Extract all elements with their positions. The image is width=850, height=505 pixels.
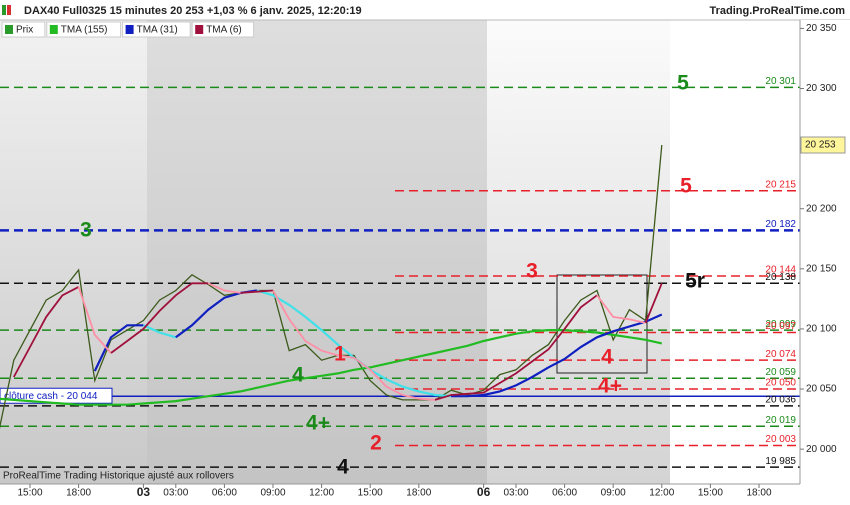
legend-box — [122, 21, 191, 38]
series-line — [110, 282, 209, 354]
x-tick-label: 03:00 — [163, 488, 188, 499]
annotation: 5 — [677, 72, 689, 95]
legend-swatch — [125, 25, 134, 34]
x-tick-label: 15:00 — [17, 488, 42, 499]
y-tick-label: 20 050 — [806, 384, 837, 395]
legend-label: TMA (31) — [137, 25, 178, 36]
x-day-label: 03 — [137, 485, 151, 499]
header-site: Trading.ProRealTime.com — [709, 5, 845, 17]
plot-background — [0, 20, 800, 484]
y-tick-label: 20 350 — [806, 23, 837, 34]
level-label: 20 059 — [765, 367, 796, 378]
annotation: 4 — [292, 364, 304, 387]
series-line — [272, 290, 436, 401]
legend-box — [46, 21, 122, 38]
series-line — [93, 324, 144, 372]
series-line — [0, 329, 663, 406]
x-tick-label: 15:00 — [698, 488, 723, 499]
series-line — [142, 324, 177, 339]
legend-swatch — [5, 25, 13, 34]
x-tick-label: 09:00 — [601, 488, 626, 499]
annotation: 1 — [334, 343, 346, 366]
annotation: 5r — [685, 270, 705, 293]
level-label: 19 985 — [765, 456, 796, 467]
annotation: 4+ — [598, 375, 622, 398]
legend-swatch — [49, 25, 58, 34]
series-line — [644, 282, 663, 324]
level-label: 20 138 — [765, 272, 796, 283]
level-label: clôture cash - 20 044 — [4, 391, 98, 402]
y-tick-label: 20 100 — [806, 324, 837, 335]
level-label: 20 036 — [765, 395, 796, 406]
series-line — [240, 289, 274, 294]
x-tick-label: 18:00 — [746, 488, 771, 499]
header-bar — [0, 0, 850, 20]
x-tick-label: 18:00 — [406, 488, 431, 499]
logo-bar — [7, 5, 11, 15]
legend-label: TMA (6) — [206, 25, 242, 36]
series-line — [596, 294, 646, 324]
series-line — [0, 144, 663, 429]
series-line — [434, 294, 598, 401]
x-tick-label: 06:00 — [212, 488, 237, 499]
series-line — [207, 282, 241, 294]
footer-note: ProRealTime Trading Historique ajusté au… — [3, 471, 234, 482]
y-tick-label: 20 200 — [806, 203, 837, 214]
last-price-label: 20 253 — [805, 140, 836, 151]
series-line — [13, 286, 80, 378]
x-day-label: 06 — [477, 485, 491, 499]
x-tick-label: 18:00 — [66, 488, 91, 499]
level-label: 20 050 — [765, 378, 796, 389]
level-label: 20 215 — [765, 179, 796, 190]
legend-swatch — [195, 25, 204, 34]
zone-box — [556, 274, 648, 374]
legend-box — [191, 21, 255, 38]
x-tick-label: 06:00 — [552, 488, 577, 499]
level-label: 20 074 — [765, 349, 796, 360]
level-label: 20 003 — [765, 434, 796, 445]
y-axis-area — [800, 20, 850, 500]
last-price-box — [800, 136, 846, 154]
series-line — [77, 286, 112, 354]
annotation: 3 — [80, 219, 92, 242]
x-tick-label: 12:00 — [649, 488, 674, 499]
y-tick-label: 20 150 — [806, 263, 837, 274]
logo-bar — [2, 5, 6, 15]
x-tick-label: 03:00 — [503, 488, 528, 499]
level-label: 20 301 — [765, 76, 796, 87]
annotation: 4 — [337, 456, 349, 479]
level-label: 20 019 — [765, 415, 796, 426]
annotation: 2 — [370, 432, 382, 455]
legend-label: Prix — [16, 25, 33, 36]
level-label: 20 144 — [765, 265, 796, 276]
header-title: DAX40 Full0325 15 minutes 20 253 +1,03 %… — [24, 5, 362, 17]
x-axis-area — [0, 484, 800, 500]
level-label: 20 182 — [765, 219, 796, 230]
level-label: 20 099 — [765, 319, 796, 330]
y-tick-label: 20 000 — [806, 444, 837, 455]
annotation: 5 — [680, 175, 692, 198]
annotation: 3 — [526, 260, 538, 283]
x-tick-label: 15:00 — [358, 488, 383, 499]
level-label: 20 097 — [765, 321, 796, 332]
y-tick-label: 20 300 — [806, 83, 837, 94]
x-tick-label: 09:00 — [260, 488, 285, 499]
annotation: 4 — [601, 346, 613, 369]
legend-label: TMA (155) — [61, 25, 108, 36]
series-line — [451, 313, 663, 398]
x-tick-label: 12:00 — [309, 488, 334, 499]
annotation: 4+ — [306, 412, 330, 435]
